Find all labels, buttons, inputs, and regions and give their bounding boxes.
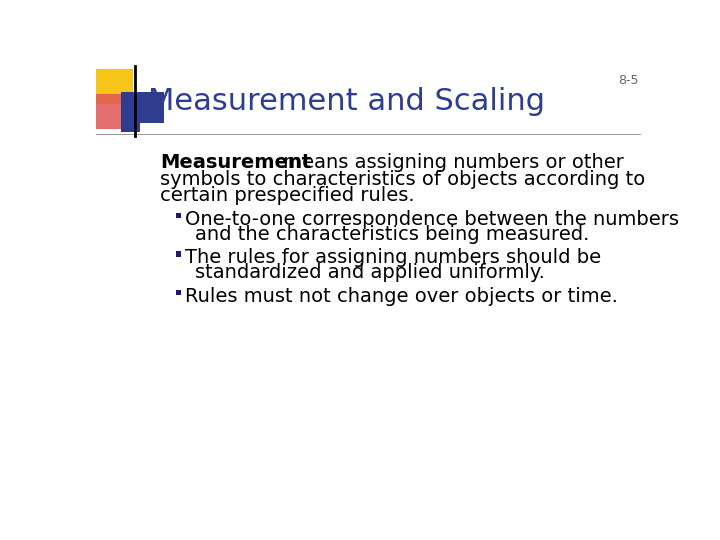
Text: and the characteristics being measured.: and the characteristics being measured.	[195, 225, 590, 244]
Text: 8-5: 8-5	[618, 74, 639, 87]
Bar	[96, 94, 133, 130]
Text: The rules for assigning numbers should be: The rules for assigning numbers should b…	[184, 248, 600, 267]
Text: Measurement and Scaling: Measurement and Scaling	[148, 87, 545, 116]
Text: certain prespecified rules.: certain prespecified rules.	[160, 186, 415, 205]
Bar	[121, 123, 140, 132]
Bar	[176, 251, 181, 256]
Bar	[176, 289, 181, 295]
Text: One-to-one correspondence between the numbers: One-to-one correspondence between the nu…	[184, 210, 678, 228]
Text: standardized and applied uniformly.: standardized and applied uniformly.	[195, 264, 545, 282]
Bar	[176, 213, 181, 218]
Text: Measurement: Measurement	[160, 153, 311, 172]
Bar	[121, 92, 163, 123]
Text: Rules must not change over objects or time.: Rules must not change over objects or ti…	[184, 287, 618, 306]
Text: symbols to characteristics of objects according to: symbols to characteristics of objects ac…	[160, 170, 645, 188]
Bar	[96, 69, 133, 104]
Text: means assigning numbers or other: means assigning numbers or other	[277, 153, 624, 172]
